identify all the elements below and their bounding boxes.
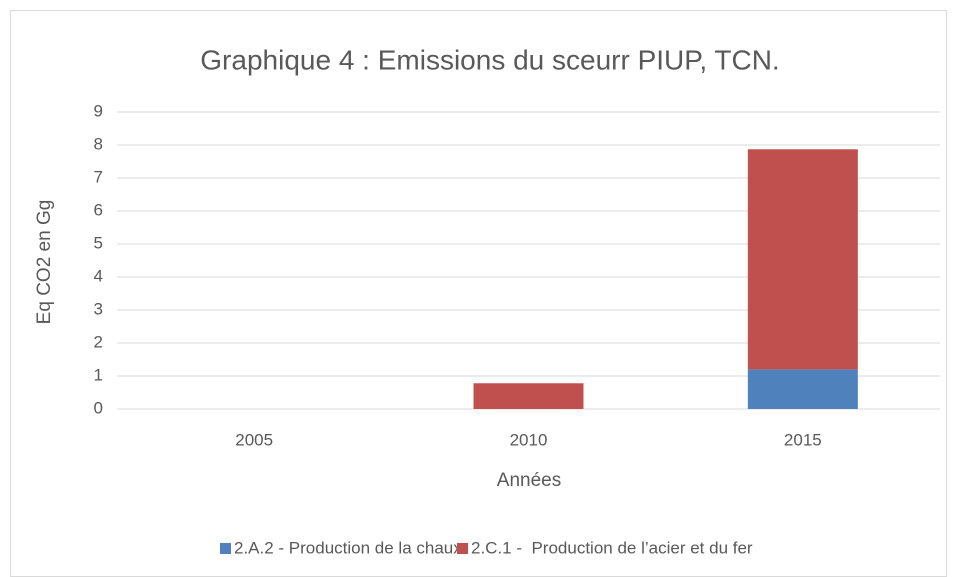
legend-swatch — [220, 543, 231, 554]
y-tick-label: 7 — [94, 167, 103, 186]
y-tick-label: 4 — [94, 266, 103, 285]
x-tick-label: 2005 — [235, 430, 273, 449]
x-tick-label: 2010 — [510, 430, 548, 449]
chart-title: Graphique 4 : Emissions du sceurr PIUP, … — [200, 44, 779, 75]
legend-label: 2.C.1 - Production de l’acier et du fer — [471, 538, 753, 557]
x-axis-label: Années — [497, 470, 561, 491]
y-tick-label: 1 — [94, 365, 103, 384]
y-axis-label: Eq CO2 en Gg — [34, 200, 55, 325]
y-tick-label: 0 — [94, 398, 103, 417]
y-tick-label: 2 — [94, 332, 103, 351]
legend-label: 2.A.2 - Production de la chaux — [234, 538, 462, 557]
y-tick-label: 9 — [94, 101, 103, 120]
bar — [747, 369, 858, 409]
y-tick-label: 5 — [94, 233, 103, 252]
x-tick-label: 2015 — [784, 430, 822, 449]
y-tick-label: 8 — [94, 134, 103, 153]
y-tick-label: 3 — [94, 299, 103, 318]
legend-swatch — [457, 543, 468, 554]
bar — [473, 383, 584, 409]
bar — [747, 149, 858, 370]
y-tick-label: 6 — [94, 200, 103, 219]
